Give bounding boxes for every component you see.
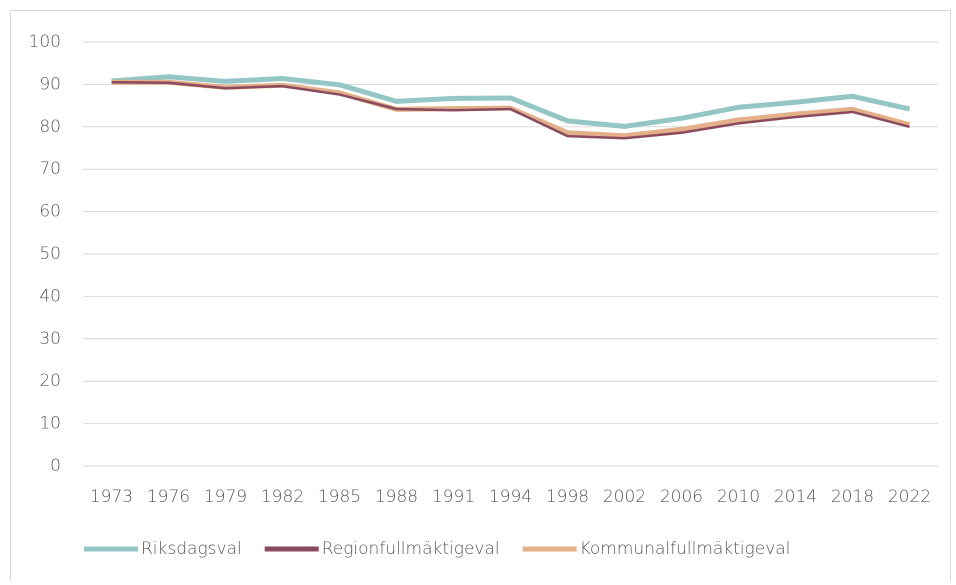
y-tick-label: 60 <box>39 202 61 222</box>
x-tick-label: 2010 <box>717 487 760 507</box>
x-tick-label: 1998 <box>546 487 589 507</box>
x-tick-label: 2014 <box>774 487 817 507</box>
x-tick-label: 1979 <box>204 487 247 507</box>
x-tick-label: 1982 <box>261 487 304 507</box>
y-tick-label: 100 <box>29 32 61 52</box>
x-tick-label: 1994 <box>489 487 532 507</box>
series-line <box>111 74 911 129</box>
y-tick-label: 20 <box>39 371 61 391</box>
y-tick-label: 90 <box>39 74 61 94</box>
x-tick-label: 2018 <box>831 487 874 507</box>
x-tick-label: 1991 <box>432 487 475 507</box>
y-tick-label: 70 <box>39 159 61 179</box>
legend-label: Riksdagsval <box>141 539 242 559</box>
y-tick-label: 40 <box>39 286 61 306</box>
x-tick-label: 1988 <box>375 487 418 507</box>
chart-border <box>10 10 951 585</box>
legend-label: Regionfullmäktigeval <box>322 539 500 559</box>
x-tick-label: 2002 <box>603 487 646 507</box>
y-tick-label: 10 <box>39 414 61 434</box>
x-tick-label: 1985 <box>318 487 361 507</box>
x-tick-label: 2006 <box>660 487 703 507</box>
legend-label: Kommunalfullmäktigeval <box>580 539 791 559</box>
y-tick-label: 30 <box>39 329 61 349</box>
x-tick-label: 1973 <box>90 487 133 507</box>
x-tick-label: 2022 <box>888 487 931 507</box>
series-line <box>111 81 910 140</box>
y-tick-label: 0 <box>50 456 61 476</box>
y-tick-label: 50 <box>39 244 61 264</box>
y-tick-label: 80 <box>39 117 61 137</box>
x-tick-label: 1976 <box>147 487 190 507</box>
